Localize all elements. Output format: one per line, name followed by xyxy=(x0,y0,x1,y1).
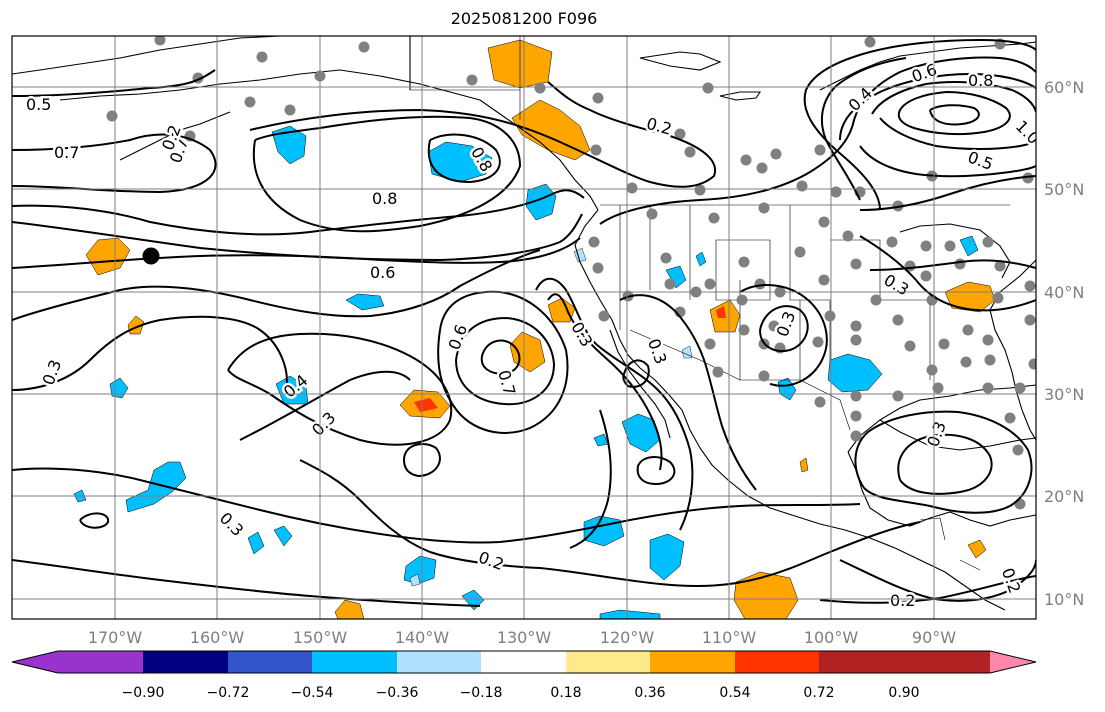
colorbar-bin xyxy=(735,651,819,673)
colorbar xyxy=(11,650,1037,674)
contour-label: 0.8 xyxy=(372,189,397,208)
colorbar-bin xyxy=(650,651,735,673)
lon-label: 160°W xyxy=(190,628,245,647)
graticule xyxy=(12,36,1036,619)
colorbar-bin xyxy=(566,651,650,673)
colorbar-tick-label: 0.36 xyxy=(634,685,665,701)
colorbar-tick-label: 0.72 xyxy=(803,685,834,701)
lon-label: 140°W xyxy=(395,628,450,647)
political-borders xyxy=(410,36,1010,571)
lat-label: 30°N xyxy=(1044,385,1084,404)
lon-label: 130°W xyxy=(497,628,552,647)
contour-label: 0.7 xyxy=(54,143,79,162)
colorbar-tick-label: −0.90 xyxy=(122,685,165,701)
colorbar-tick-label: 0.90 xyxy=(888,685,919,701)
colorbar-bin xyxy=(819,651,904,673)
map-title: 2025081200 F096 xyxy=(450,9,598,28)
map-frame xyxy=(11,35,1037,620)
colorbar-tick-label: −0.54 xyxy=(291,685,334,701)
colorbar-bin xyxy=(58,651,143,673)
lon-label: 120°W xyxy=(600,628,655,647)
lon-label: 150°W xyxy=(293,628,348,647)
lon-label: 90°W xyxy=(912,628,956,647)
colorbar-extend-min xyxy=(12,651,58,673)
strong-positive-shading xyxy=(414,306,726,412)
colorbar-bin xyxy=(143,651,228,673)
colorbar-tick-label: 0.54 xyxy=(719,685,750,701)
map-area: 0.5 0.7 0.7 0.8 0.8 0.6 0.2 0.3 0.4 0.3 … xyxy=(12,36,1036,619)
lon-label: 100°W xyxy=(804,628,859,647)
colorbar-bin xyxy=(397,651,481,673)
lat-label: 20°N xyxy=(1044,487,1084,506)
colorbar-tick-label: 0.18 xyxy=(550,685,581,701)
longitude-labels: 170°W 160°W 150°W 140°W 130°W 120°W 110°… xyxy=(88,628,956,647)
lat-label: 10°N xyxy=(1044,590,1084,609)
lon-label: 170°W xyxy=(88,628,143,647)
contour-label: 0.6 xyxy=(370,263,395,282)
colorbar-tick-label: −0.18 xyxy=(460,685,503,701)
colorbar-labels: −0.90 −0.72 −0.54 −0.36 −0.18 0.18 0.36 … xyxy=(122,685,920,701)
contour-label: 0.2 xyxy=(890,591,915,610)
colorbar-tick-label: −0.36 xyxy=(376,685,419,701)
lon-label: 110°W xyxy=(702,628,757,647)
highlighted-point-marker xyxy=(142,247,160,265)
contour-label: 0.8 xyxy=(968,71,993,90)
colorbar-bin xyxy=(312,651,397,673)
negative-anomaly-shading xyxy=(73,125,979,619)
lat-label: 40°N xyxy=(1044,283,1084,302)
colorbar-extend-max xyxy=(990,651,1036,673)
latitude-labels: 60°N 50°N 40°N 30°N 20°N 10°N xyxy=(1044,78,1084,609)
contour-lines xyxy=(12,38,1036,607)
lat-label: 60°N xyxy=(1044,78,1084,97)
colorbar-bin xyxy=(228,651,312,673)
colorbar-outline xyxy=(11,650,1037,674)
colorbar-tick-label: −0.72 xyxy=(207,685,250,701)
lat-label: 50°N xyxy=(1044,180,1084,199)
colorbar-bin xyxy=(904,651,990,673)
contour-label: 0.5 xyxy=(26,95,51,114)
colorbar-bin xyxy=(481,651,566,673)
